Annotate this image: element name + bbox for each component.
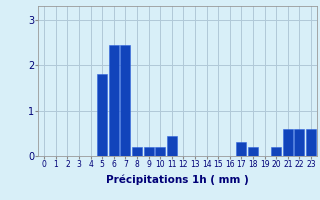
Bar (120, 45, 130, 156)
Bar (155, 147, 165, 156)
Bar (271, 147, 281, 156)
Bar (283, 129, 293, 156)
Bar (236, 142, 246, 156)
Bar (294, 129, 304, 156)
Bar (306, 129, 316, 156)
Bar (132, 147, 142, 156)
Bar (248, 147, 258, 156)
X-axis label: Précipitations 1h ( mm ): Précipitations 1h ( mm ) (106, 175, 249, 185)
Bar (167, 136, 177, 156)
Bar (109, 45, 119, 156)
Bar (97, 74, 107, 156)
Bar (144, 147, 154, 156)
